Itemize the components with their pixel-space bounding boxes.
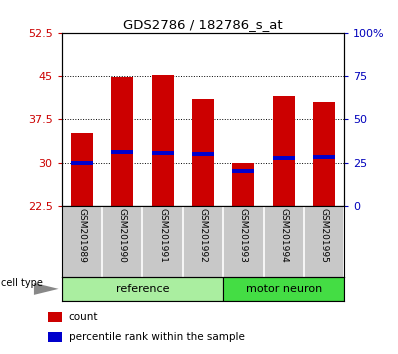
Bar xyxy=(223,277,344,301)
Text: cell type: cell type xyxy=(1,278,43,288)
Title: GDS2786 / 182786_s_at: GDS2786 / 182786_s_at xyxy=(123,18,283,32)
Text: motor neuron: motor neuron xyxy=(246,284,322,294)
Bar xyxy=(71,133,93,206)
Text: GSM201992: GSM201992 xyxy=(199,208,207,263)
Bar xyxy=(111,77,133,206)
Text: percentile rank within the sample: percentile rank within the sample xyxy=(69,332,245,342)
Bar xyxy=(192,152,214,156)
Text: GSM201993: GSM201993 xyxy=(239,208,248,263)
Text: count: count xyxy=(69,312,98,322)
Bar xyxy=(192,99,214,206)
Bar xyxy=(232,163,254,206)
Bar xyxy=(152,75,174,206)
Text: GSM201994: GSM201994 xyxy=(279,208,288,263)
Bar xyxy=(313,102,335,206)
Bar xyxy=(111,150,133,154)
Bar xyxy=(71,161,93,165)
Bar xyxy=(273,96,295,206)
Bar xyxy=(152,151,174,155)
Bar xyxy=(273,156,295,160)
Bar xyxy=(313,155,335,160)
Polygon shape xyxy=(34,283,59,295)
Text: GSM201995: GSM201995 xyxy=(320,208,329,263)
Text: reference: reference xyxy=(116,284,169,294)
Text: GSM201990: GSM201990 xyxy=(118,208,127,263)
Bar xyxy=(62,277,223,301)
Text: GSM201991: GSM201991 xyxy=(158,208,167,263)
Text: GSM201989: GSM201989 xyxy=(77,208,86,263)
Bar xyxy=(48,312,62,322)
Bar xyxy=(48,332,62,342)
Bar xyxy=(232,169,254,173)
